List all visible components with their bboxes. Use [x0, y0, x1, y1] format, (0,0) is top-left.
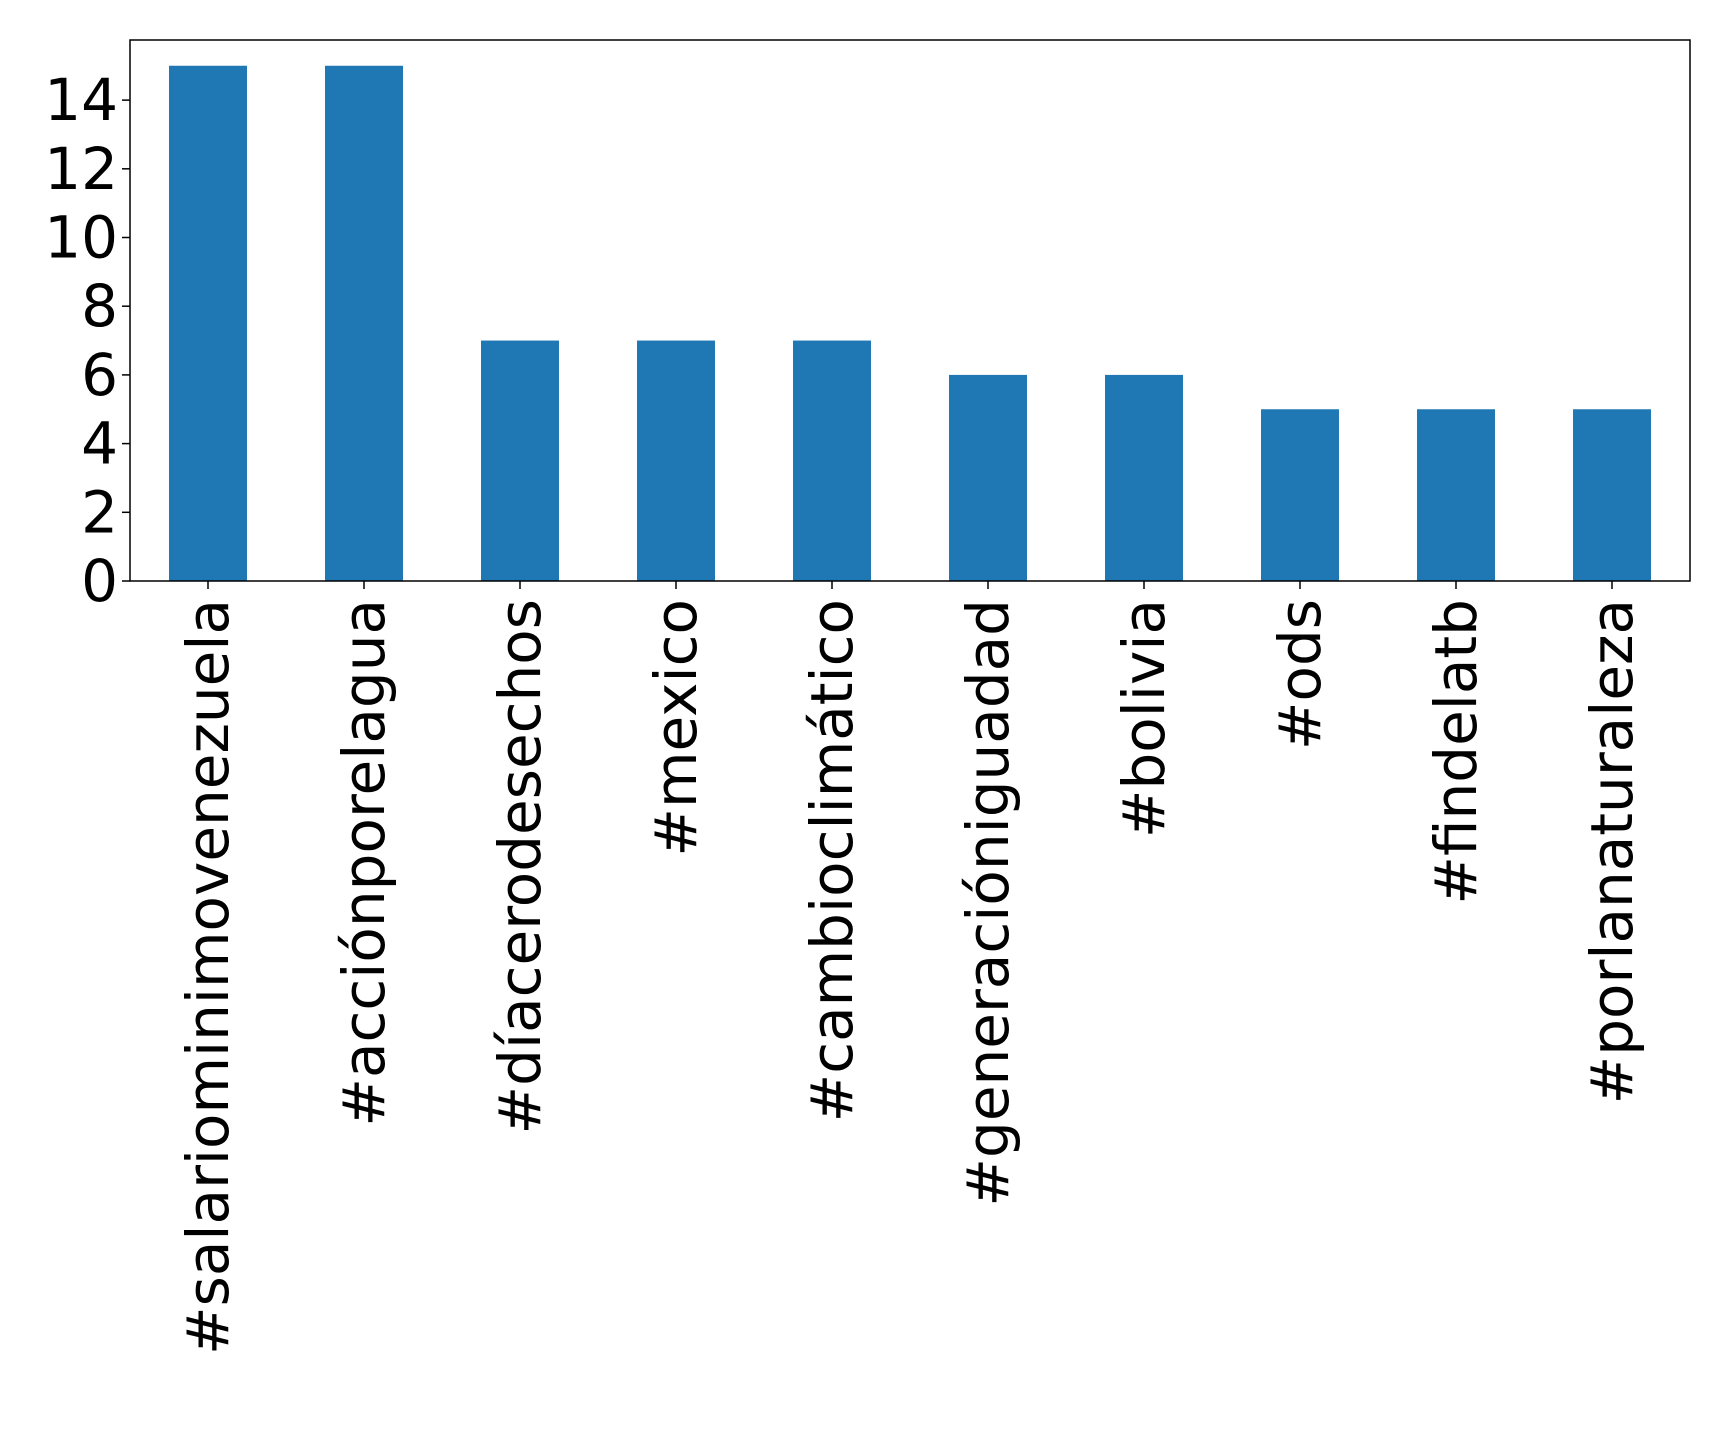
bars-group: [169, 65, 1651, 581]
y-tick-label-6: 12: [44, 135, 118, 203]
x-tick-label-9: #porlanaturaleza: [1578, 599, 1646, 1104]
bar-1: [325, 65, 403, 581]
x-tick-label-1: #acciónporelagua: [330, 599, 398, 1127]
bar-5: [949, 374, 1027, 581]
x-axis: #salariominimovenezuela #acciónporelagua #…: [174, 581, 1646, 1355]
y-tick-label-3: 6: [81, 341, 118, 409]
bar-7: [1261, 409, 1339, 581]
x-tick-label-0: #salariominimovenezuela: [174, 599, 242, 1355]
bar-8: [1417, 409, 1495, 581]
y-tick-label-5: 10: [44, 204, 118, 272]
bar-4: [793, 340, 871, 581]
y-tick-label-1: 2: [81, 478, 118, 546]
y-tick-label-2: 4: [81, 410, 118, 478]
x-tick-label-3: #mexico: [642, 599, 710, 857]
y-tick-label-7: 14: [44, 66, 118, 134]
bar-0: [169, 65, 247, 581]
x-tick-label-6: #bolivia: [1110, 599, 1178, 838]
bar-3: [637, 340, 715, 581]
plot-frame: [129, 39, 1691, 582]
bar-9: [1573, 409, 1651, 581]
x-tick-label-2: #díacerodesechos: [486, 599, 554, 1134]
y-tick-label-0: 0: [81, 547, 118, 615]
x-tick-label-8: #findelatb: [1422, 599, 1490, 905]
bar-2: [481, 340, 559, 581]
y-tick-label-4: 8: [81, 272, 118, 340]
x-tick-label-5: #generacióniguadad: [954, 599, 1022, 1207]
bar-6: [1105, 374, 1183, 581]
x-tick-label-7: #ods: [1266, 599, 1334, 750]
x-tick-label-4: #cambioclimático: [798, 599, 866, 1122]
